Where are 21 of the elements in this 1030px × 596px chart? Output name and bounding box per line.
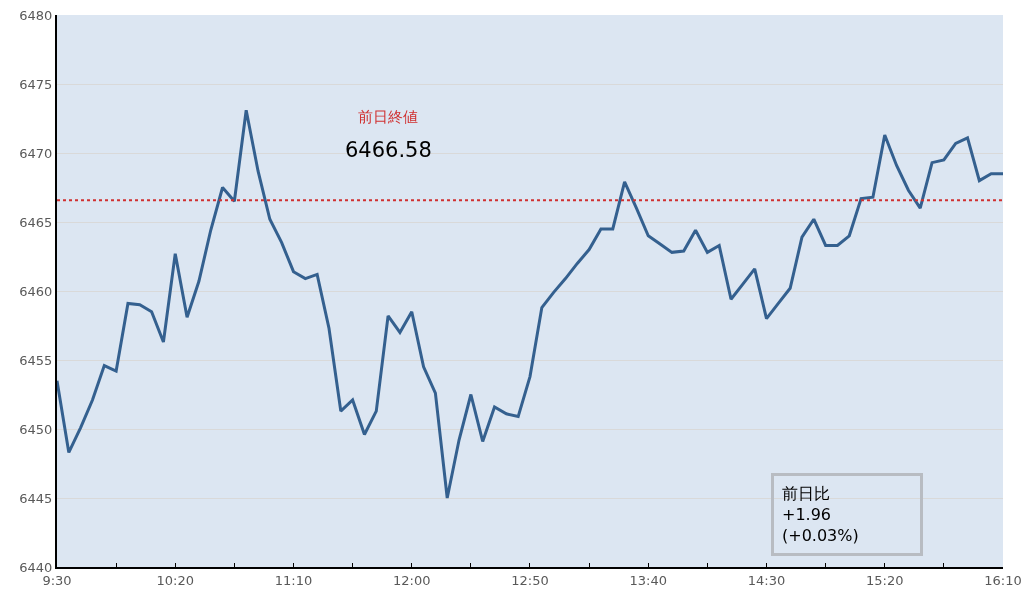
x-tick-label: 14:30 [747,572,786,588]
x-tick-label: 15:20 [866,572,904,588]
x-tick-label: 10:20 [156,572,194,588]
annotation: 前日比 +1.96 (+0.03%) [782,484,859,545]
x-tick-label: 9:30 [42,572,72,588]
x-tick-label: 11:10 [274,572,313,588]
y-tick-label: 6450 [19,421,53,437]
x-tick-label: 12:00 [393,572,431,588]
y-tick-label: 6465 [19,214,53,230]
ref-line-label: 前日終値 6466.58 [345,108,432,162]
x-tick-label: 13:40 [629,572,667,588]
x-tick-label: 16:10 [984,572,1022,588]
y-tick-label: 6480 [19,7,53,23]
y-tick-label: 6460 [19,283,53,299]
y-tick-label: 6475 [19,76,53,92]
y-tick-label: 6440 [19,559,53,575]
line-series [57,108,1003,500]
y-tick-label: 6470 [19,145,53,161]
y-tick-label: 6445 [19,490,53,506]
x-tick-label: 12:50 [511,572,549,588]
y-tick-label: 6455 [19,352,53,368]
